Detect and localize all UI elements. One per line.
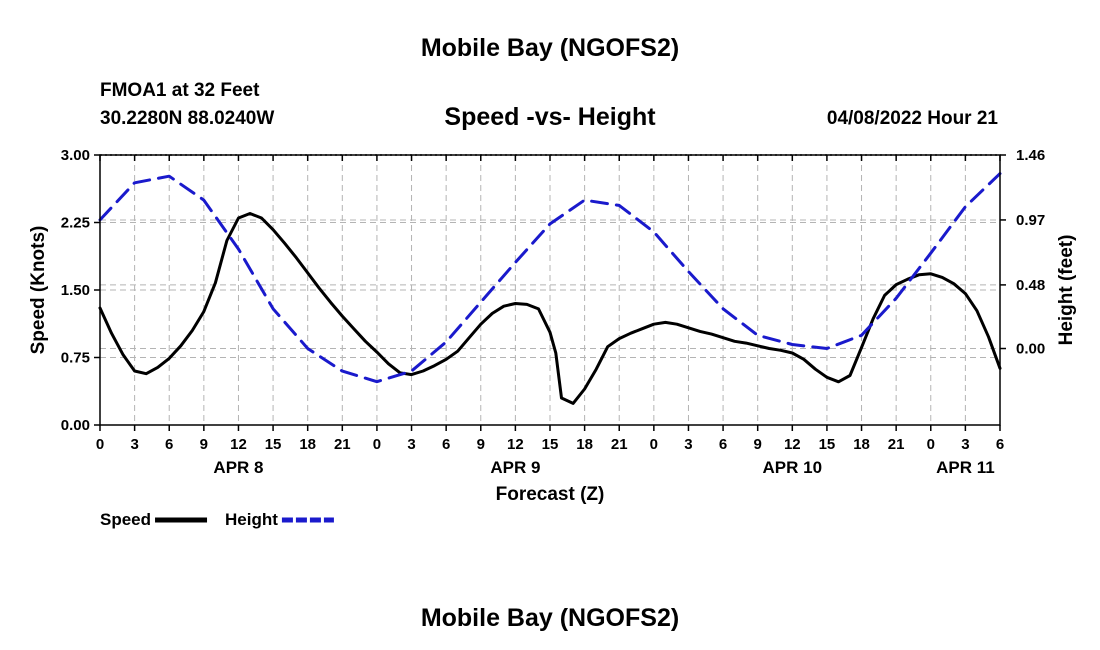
y-tick-label-left: 0.00 (61, 417, 90, 434)
x-tick-label: 9 (754, 436, 762, 453)
x-tick-label: 0 (373, 436, 381, 453)
datetime-label: 04/08/2022 Hour 21 (827, 108, 999, 129)
x-axis-label: Forecast (Z) (496, 484, 605, 505)
chart-title: Speed -vs- Height (444, 103, 656, 131)
x-tick-label: 12 (230, 436, 247, 453)
series-line-speed (98, 212, 1002, 405)
axes: 0 3 6 9 12 15 18 21 0 3 6 9 12 15 18 21 0 3 6 9 12 15 18 21 0 3 6A… (61, 147, 1045, 477)
x-tick-label: 12 (507, 436, 524, 453)
x-tick-label: 18 (853, 436, 870, 453)
x-tick-label: 6 (442, 436, 450, 453)
plot-area (98, 172, 1002, 405)
legend-label-speed: Speed (100, 510, 151, 529)
y-tick-label-right: 0.97 (1016, 212, 1045, 229)
x-tick-label: 6 (719, 436, 727, 453)
x-tick-label: 6 (165, 436, 173, 453)
legend-label-height: Height (225, 510, 278, 529)
x-tick-label: 12 (784, 436, 801, 453)
y-tick-label-left: 3.00 (61, 147, 90, 164)
x-tick-label: 3 (407, 436, 415, 453)
x-date-label: APR 8 (213, 458, 263, 477)
y-tick-label-left: 1.50 (61, 282, 90, 299)
x-tick-label: 9 (477, 436, 485, 453)
x-tick-label: 15 (265, 436, 282, 453)
x-tick-label: 21 (888, 436, 905, 453)
x-tick-label: 6 (996, 436, 1004, 453)
grid (100, 154, 1000, 425)
y-tick-label-left: 0.75 (61, 350, 90, 367)
page-title-top: Mobile Bay (NGOFS2) (421, 34, 679, 62)
x-tick-label: 3 (684, 436, 692, 453)
series-line-height (98, 172, 1002, 384)
x-tick-label: 21 (334, 436, 351, 453)
x-tick-label: 3 (130, 436, 138, 453)
x-tick-label: 18 (299, 436, 316, 453)
x-tick-label: 15 (819, 436, 836, 453)
y-axis-label-left: Speed (Knots) (28, 226, 49, 355)
x-tick-label: 3 (961, 436, 969, 453)
x-tick-label: 0 (96, 436, 104, 453)
y-axis-label-right: Height (feet) (1056, 235, 1077, 346)
x-tick-label: 0 (927, 436, 935, 453)
x-date-label: APR 11 (936, 458, 995, 477)
page-title-bottom: Mobile Bay (NGOFS2) (421, 604, 679, 632)
x-date-label: APR 10 (763, 458, 823, 477)
location-label: 30.2280N 88.0240W (100, 108, 274, 129)
x-tick-label: 15 (542, 436, 559, 453)
x-tick-label: 9 (200, 436, 208, 453)
x-tick-label: 0 (650, 436, 658, 453)
x-tick-label: 21 (611, 436, 628, 453)
x-tick-label: 18 (576, 436, 593, 453)
y-tick-label-right: 0.48 (1016, 277, 1045, 294)
legend: Speed Height (100, 510, 334, 529)
x-date-label: APR 9 (490, 458, 540, 477)
y-tick-label-left: 2.25 (61, 215, 90, 232)
station-label: FMOA1 at 32 Feet (100, 80, 260, 101)
y-tick-label-right: 0.00 (1016, 341, 1045, 358)
y-tick-label-right: 1.46 (1016, 147, 1045, 164)
